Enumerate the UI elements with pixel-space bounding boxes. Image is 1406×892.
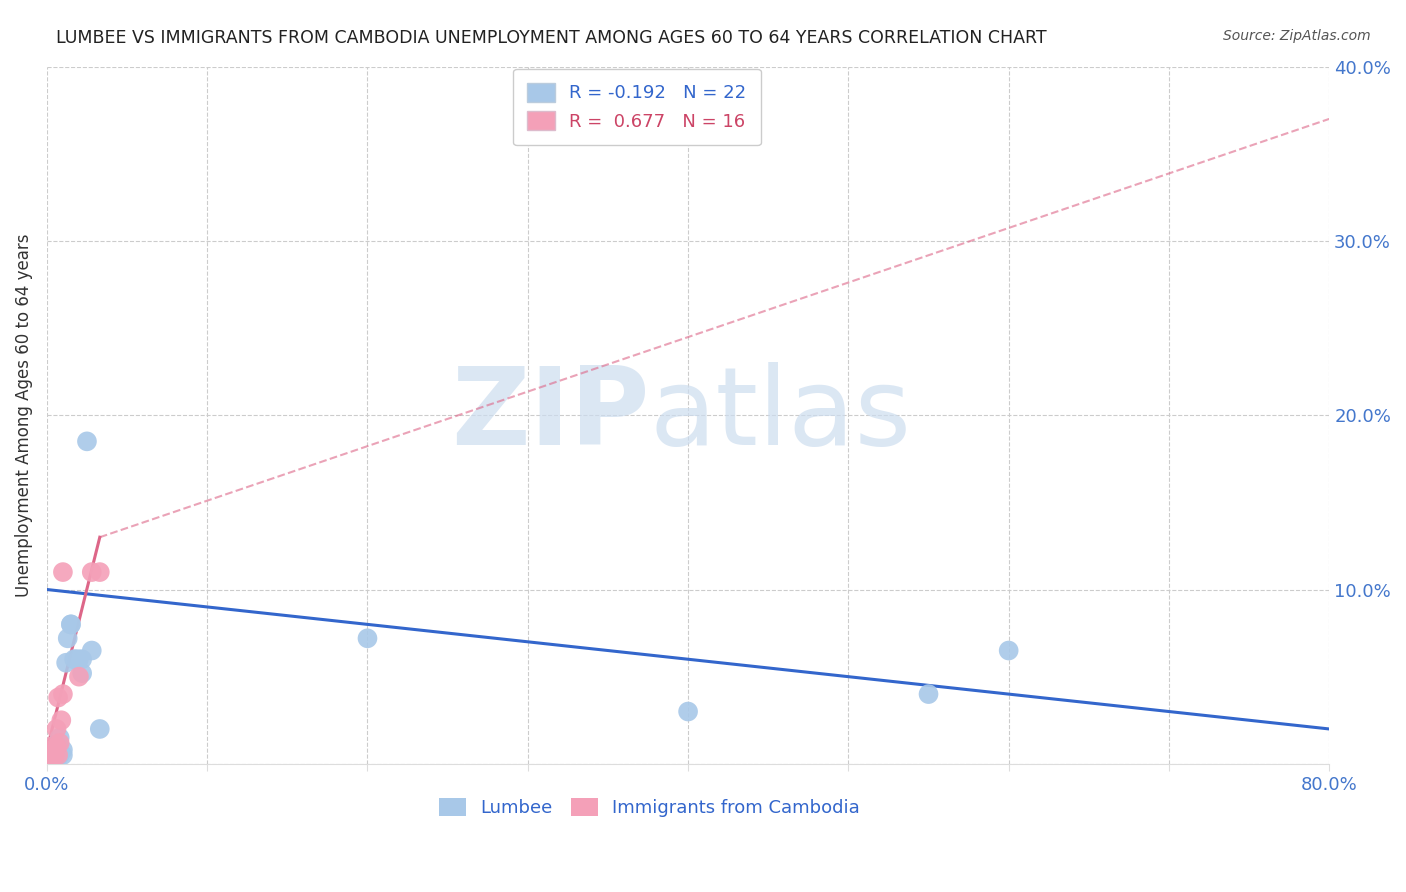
Point <box>70 666 93 681</box>
Point <box>65 652 87 666</box>
Point <box>52 743 75 757</box>
Point <box>45 722 67 736</box>
Point <box>70 652 93 666</box>
Point <box>55 656 77 670</box>
Point <box>44 748 66 763</box>
Point <box>44 748 66 763</box>
Point <box>997 643 1019 657</box>
Point <box>59 617 82 632</box>
Point <box>48 731 70 745</box>
Point <box>39 748 62 763</box>
Point <box>52 687 75 701</box>
Point <box>76 434 98 449</box>
Text: atlas: atlas <box>650 362 911 468</box>
Text: LUMBEE VS IMMIGRANTS FROM CAMBODIA UNEMPLOYMENT AMONG AGES 60 TO 64 YEARS CORREL: LUMBEE VS IMMIGRANTS FROM CAMBODIA UNEMP… <box>56 29 1047 46</box>
Point <box>89 565 111 579</box>
Point <box>46 739 69 754</box>
Point <box>45 739 67 754</box>
Text: Source: ZipAtlas.com: Source: ZipAtlas.com <box>1223 29 1371 43</box>
Point <box>89 722 111 736</box>
Point <box>51 713 73 727</box>
Point <box>48 736 70 750</box>
Point <box>52 748 75 763</box>
Point <box>80 643 103 657</box>
Point <box>56 632 79 646</box>
Point <box>67 652 90 666</box>
Point <box>46 690 69 705</box>
Point <box>41 739 63 754</box>
Point <box>676 705 699 719</box>
Point <box>46 748 69 763</box>
Y-axis label: Unemployment Among Ages 60 to 64 years: Unemployment Among Ages 60 to 64 years <box>15 234 32 597</box>
Text: ZIP: ZIP <box>451 362 650 468</box>
Point <box>48 748 70 763</box>
Point <box>917 687 939 701</box>
Point <box>67 670 90 684</box>
Point <box>63 652 86 666</box>
Point <box>42 743 65 757</box>
Legend: Lumbee, Immigrants from Cambodia: Lumbee, Immigrants from Cambodia <box>432 790 868 824</box>
Point <box>42 748 65 763</box>
Point <box>52 565 75 579</box>
Point <box>356 632 378 646</box>
Point <box>80 565 103 579</box>
Point <box>59 617 82 632</box>
